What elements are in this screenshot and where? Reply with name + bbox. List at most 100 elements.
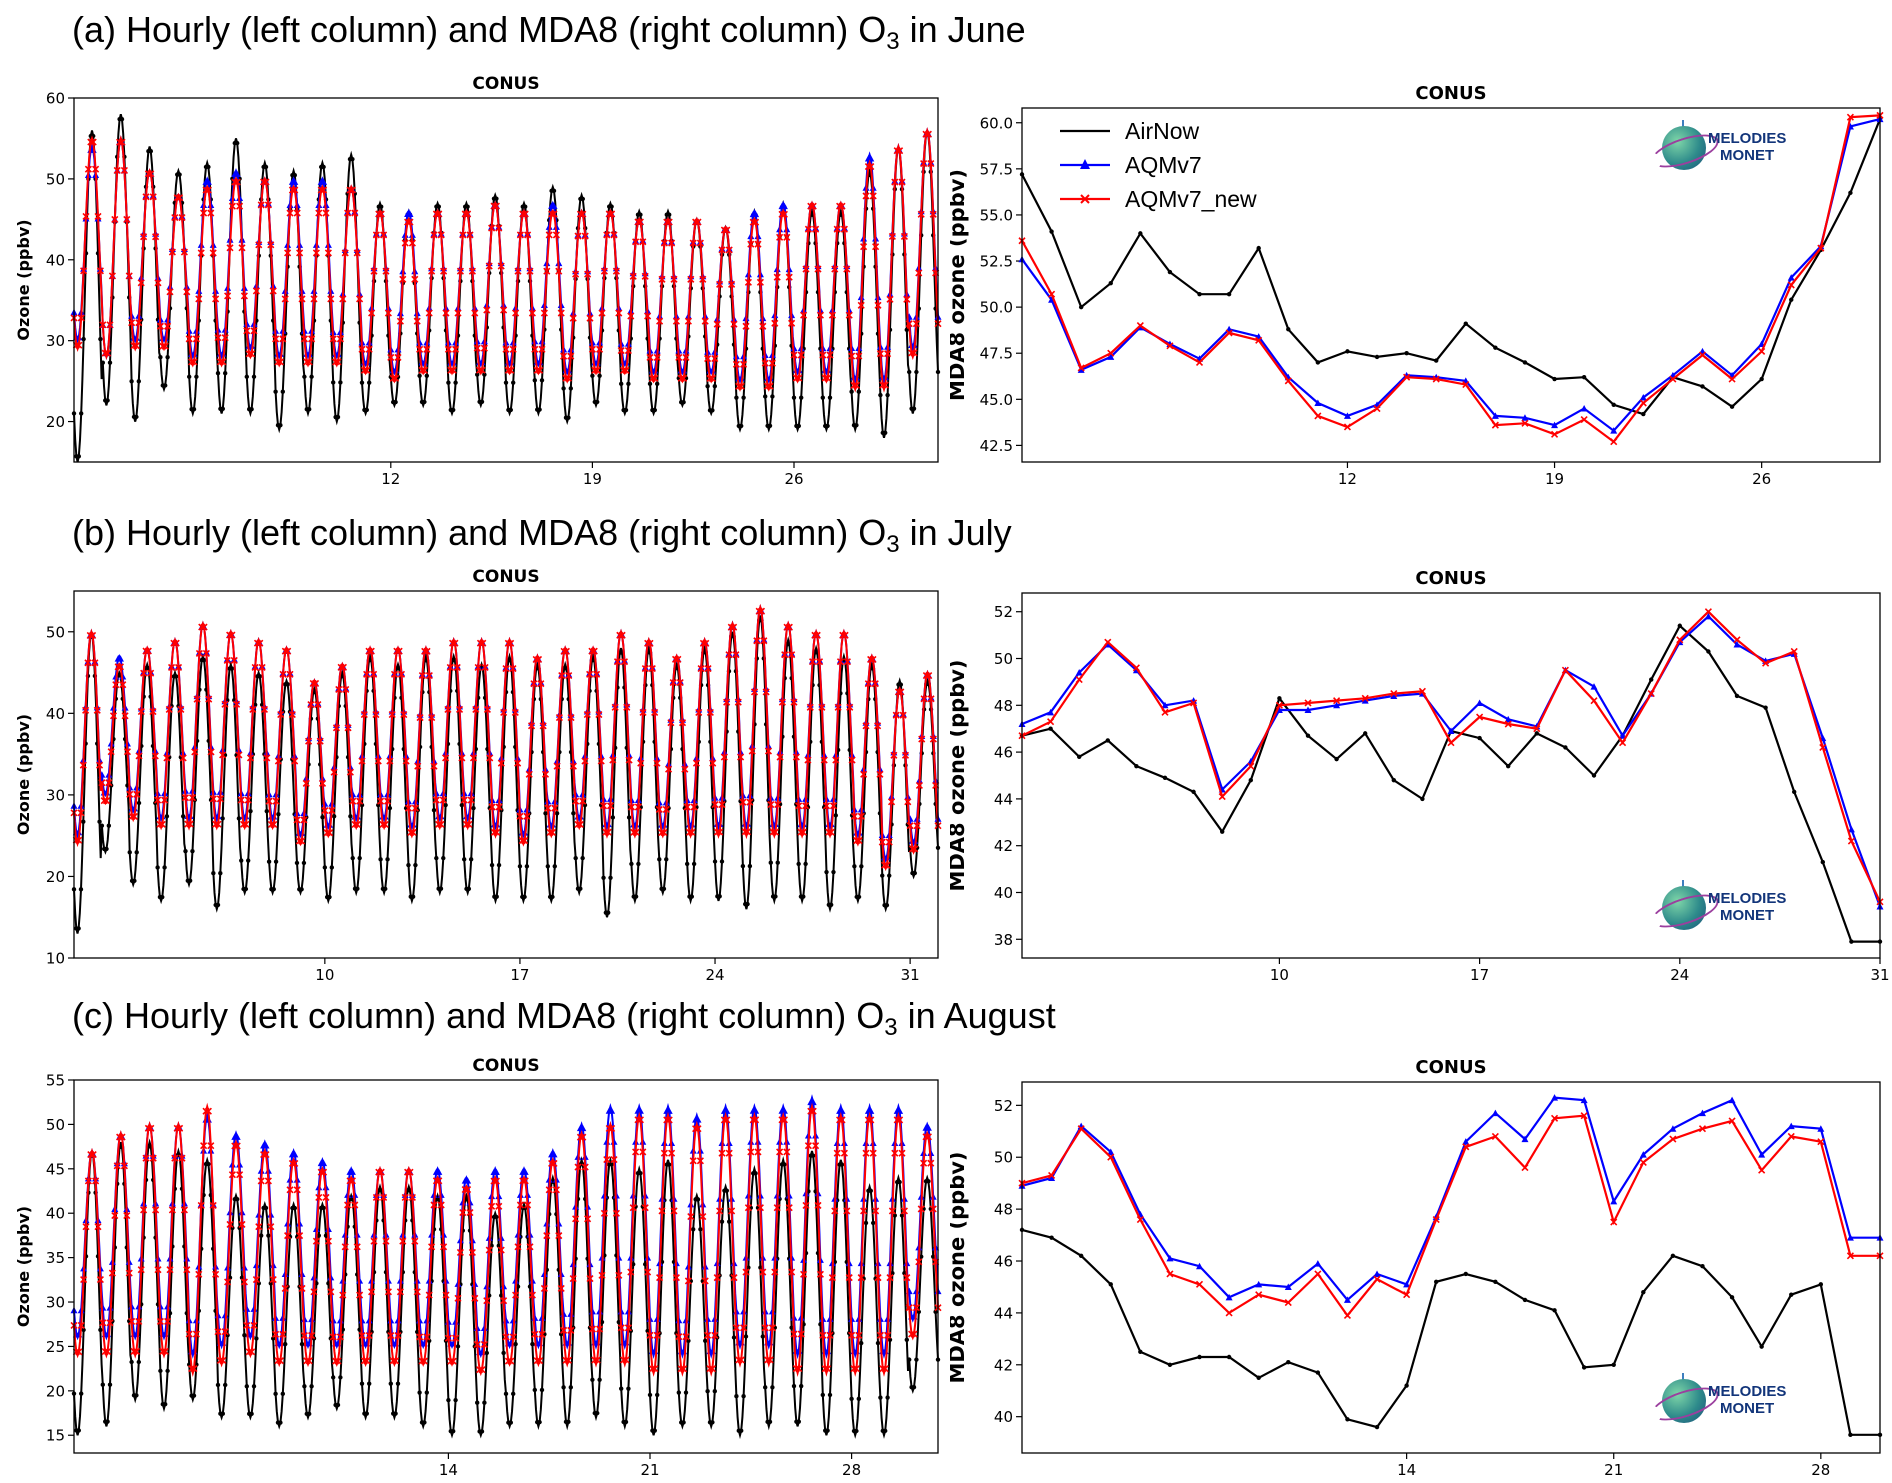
data-point bbox=[295, 837, 303, 845]
data-point bbox=[428, 267, 436, 275]
data-point bbox=[421, 647, 429, 655]
data-point bbox=[780, 1107, 788, 1114]
data-point bbox=[859, 1340, 864, 1346]
data-point bbox=[160, 894, 165, 900]
data-point bbox=[770, 1385, 775, 1390]
data-point bbox=[1463, 1271, 1468, 1277]
data-point bbox=[1047, 708, 1055, 716]
data-point bbox=[1345, 1417, 1350, 1422]
data-point bbox=[590, 1377, 595, 1382]
data-point bbox=[311, 679, 320, 688]
data-point bbox=[867, 154, 875, 162]
data-point bbox=[104, 846, 109, 852]
data-point bbox=[711, 355, 719, 363]
data-point bbox=[898, 178, 906, 186]
data-point bbox=[495, 803, 503, 811]
data-point bbox=[89, 1150, 97, 1159]
data-point bbox=[158, 355, 163, 360]
data-point bbox=[158, 1368, 163, 1374]
data-point bbox=[737, 753, 745, 761]
data-point bbox=[207, 1142, 215, 1150]
data-point bbox=[471, 309, 479, 317]
data-point bbox=[460, 796, 468, 804]
data-point bbox=[927, 159, 935, 168]
data-point bbox=[695, 1197, 701, 1202]
data-point bbox=[80, 1276, 88, 1284]
data-point bbox=[401, 1193, 409, 1201]
data-point bbox=[550, 202, 558, 209]
data-point bbox=[292, 1205, 297, 1211]
data-point bbox=[416, 345, 424, 353]
data-point bbox=[540, 1284, 548, 1293]
data-point bbox=[84, 1177, 92, 1185]
data-point bbox=[230, 656, 238, 665]
data-point bbox=[123, 215, 131, 223]
data-point bbox=[488, 1202, 496, 1210]
chart-title: CONUS bbox=[1415, 83, 1486, 104]
data-point bbox=[130, 342, 138, 350]
data-point bbox=[264, 808, 269, 814]
data-point bbox=[338, 380, 343, 385]
data-point bbox=[660, 1149, 668, 1157]
data-point bbox=[312, 249, 320, 257]
data-point bbox=[629, 861, 634, 867]
data-point bbox=[893, 147, 901, 155]
data-point bbox=[739, 1428, 744, 1433]
data-point bbox=[1107, 349, 1115, 357]
data-point bbox=[543, 1232, 551, 1240]
data-point bbox=[712, 384, 717, 389]
data-point bbox=[128, 1317, 136, 1326]
data-point bbox=[394, 353, 402, 361]
data-point bbox=[1846, 1234, 1854, 1241]
data-point bbox=[165, 705, 173, 714]
series-aqmv7-new bbox=[70, 1102, 942, 1378]
data-point bbox=[192, 1330, 200, 1338]
data-point bbox=[828, 311, 836, 319]
data-point bbox=[140, 233, 148, 241]
data-point bbox=[1107, 1148, 1115, 1156]
data-point bbox=[440, 267, 448, 275]
data-point bbox=[134, 414, 139, 420]
data-point bbox=[274, 358, 282, 366]
data-point bbox=[771, 319, 779, 327]
data-point bbox=[435, 1168, 443, 1175]
data-point bbox=[432, 796, 440, 804]
data-point bbox=[1284, 1283, 1292, 1290]
data-point bbox=[574, 820, 582, 829]
data-point bbox=[756, 1204, 764, 1212]
legend-label-aqmv7-new: AQMv7_new bbox=[1125, 186, 1257, 212]
data-point bbox=[1493, 1279, 1498, 1284]
data-point bbox=[216, 358, 224, 366]
data-point bbox=[420, 1357, 428, 1365]
data-point bbox=[108, 1269, 116, 1277]
data-point bbox=[658, 275, 666, 283]
data-point bbox=[1462, 380, 1470, 389]
data-point bbox=[255, 241, 263, 249]
data-point bbox=[108, 272, 116, 280]
data-point bbox=[303, 358, 311, 366]
data-point bbox=[321, 164, 326, 170]
globe-icon bbox=[1662, 886, 1706, 930]
data-point bbox=[1418, 687, 1426, 695]
data-point bbox=[737, 1356, 745, 1364]
data-point bbox=[792, 1364, 800, 1373]
data-point bbox=[258, 663, 266, 671]
data-point bbox=[691, 1227, 696, 1232]
data-point bbox=[887, 1337, 893, 1342]
data-point bbox=[718, 246, 726, 254]
data-point bbox=[576, 210, 584, 218]
data-point bbox=[82, 1223, 90, 1231]
data-point bbox=[562, 647, 570, 655]
data-point bbox=[89, 631, 97, 639]
data-point bbox=[574, 232, 582, 240]
data-point bbox=[486, 754, 494, 762]
data-point bbox=[1521, 419, 1529, 427]
data-point bbox=[283, 1341, 288, 1347]
legend-item-aqmv7: AQMv7 bbox=[1060, 152, 1202, 178]
data-point bbox=[156, 322, 164, 330]
data-point bbox=[502, 1333, 510, 1341]
y-tick-label: 15 bbox=[46, 1427, 65, 1445]
data-point bbox=[1847, 825, 1855, 833]
data-point bbox=[495, 224, 503, 232]
data-point bbox=[1166, 342, 1174, 350]
